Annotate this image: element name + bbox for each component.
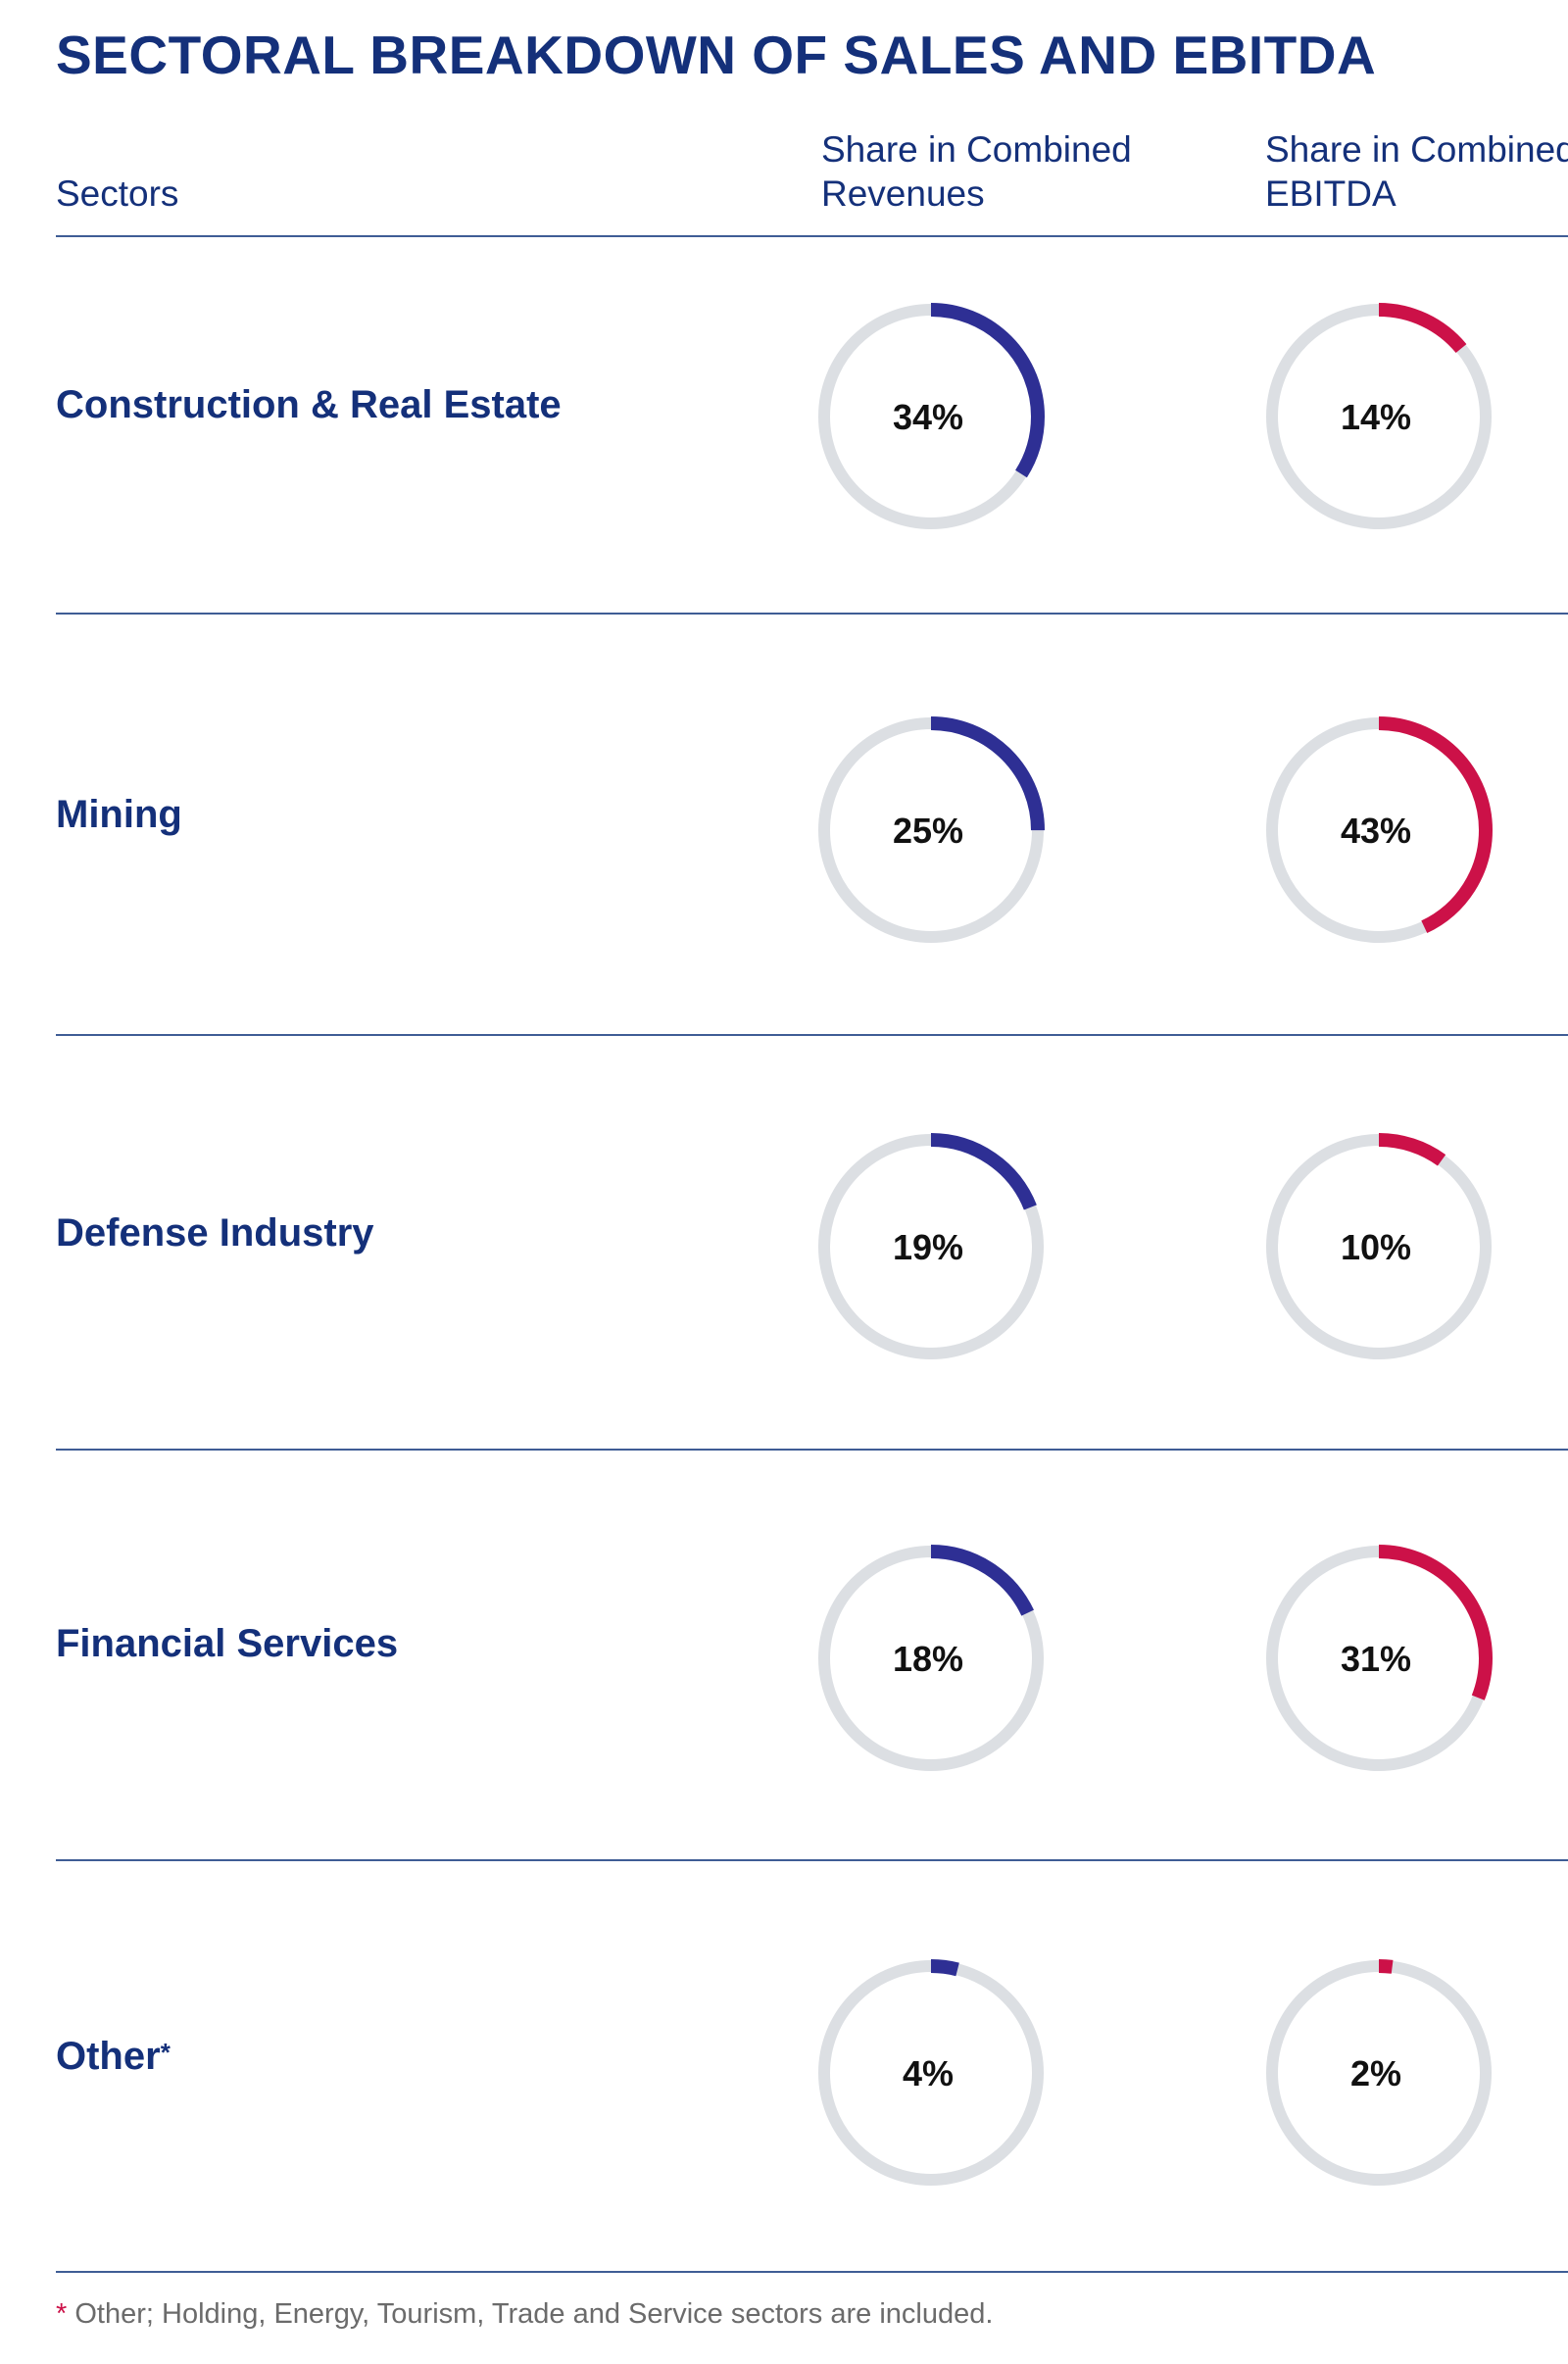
sector-label-asterisk: * <box>160 2038 171 2067</box>
donut-value-label: 2% <box>1350 2053 1401 2093</box>
donut-arc <box>817 1959 1045 2187</box>
donut-value-label: 14% <box>1341 397 1411 437</box>
footnote-text: Other; Holding, Energy, Tourism, Trade a… <box>67 2298 994 2330</box>
row-divider <box>56 1859 1568 1861</box>
donut-value-label: 18% <box>893 1639 963 1679</box>
donut-value-label: 4% <box>903 2053 954 2093</box>
row-divider <box>56 1034 1568 1036</box>
donut-arc <box>1265 1959 1493 2187</box>
donut-value-label: 19% <box>893 1227 963 1267</box>
sector-label: Construction & Real Estate <box>56 383 562 426</box>
donut-value-label: 34% <box>893 397 963 437</box>
column-header-revenues: Share in Combined Revenues <box>821 127 1132 216</box>
column-header-ebitda: Share in Combined EBITDA <box>1265 127 1568 216</box>
donut-arc <box>1265 1133 1493 1360</box>
donut-arc <box>817 303 1045 530</box>
donut-arc <box>1265 716 1493 944</box>
revenue-donut: 4% <box>817 1959 1045 2187</box>
sector-label: Other* <box>56 2035 171 2078</box>
footnote-star: * <box>56 2298 68 2330</box>
donut-value-label: 25% <box>893 811 963 851</box>
donut-arc <box>817 716 1045 944</box>
ebitda-donut: 43% <box>1265 716 1493 944</box>
donut-arc <box>817 1545 1045 1772</box>
ebitda-donut: 14% <box>1265 303 1493 530</box>
donut-value-label: 31% <box>1341 1639 1411 1679</box>
sector-label: Defense Industry <box>56 1211 374 1255</box>
column-header-sectors: Sectors <box>56 173 179 214</box>
sector-label: Financial Services <box>56 1622 399 1665</box>
footnote: * Other; Holding, Energy, Tourism, Trade… <box>56 2298 993 2331</box>
column-header-revenues-line2: Revenues <box>821 173 985 214</box>
donut-value-label: 10% <box>1341 1227 1411 1267</box>
row-divider <box>56 613 1568 615</box>
revenue-donut: 18% <box>817 1545 1045 1772</box>
row-divider <box>56 1449 1568 1451</box>
revenue-donut: 25% <box>817 716 1045 944</box>
ebitda-donut: 2% <box>1265 1959 1493 2187</box>
column-header-ebitda-line2: EBITDA <box>1265 173 1396 214</box>
revenue-donut: 34% <box>817 303 1045 530</box>
row-divider <box>56 235 1568 237</box>
row-divider <box>56 2271 1568 2273</box>
donut-arc <box>1265 1545 1493 1772</box>
column-header-ebitda-line1: Share in Combined <box>1265 129 1568 170</box>
column-header-revenues-line1: Share in Combined <box>821 129 1132 170</box>
ebitda-donut: 10% <box>1265 1133 1493 1360</box>
donut-arc <box>1265 303 1493 530</box>
donut-arc <box>817 1133 1045 1360</box>
page-title: SECTORAL BREAKDOWN OF SALES AND EBITDA <box>56 25 1377 85</box>
donut-value-label: 43% <box>1341 811 1411 851</box>
ebitda-donut: 31% <box>1265 1545 1493 1772</box>
sector-label: Mining <box>56 793 182 836</box>
revenue-donut: 19% <box>817 1133 1045 1360</box>
